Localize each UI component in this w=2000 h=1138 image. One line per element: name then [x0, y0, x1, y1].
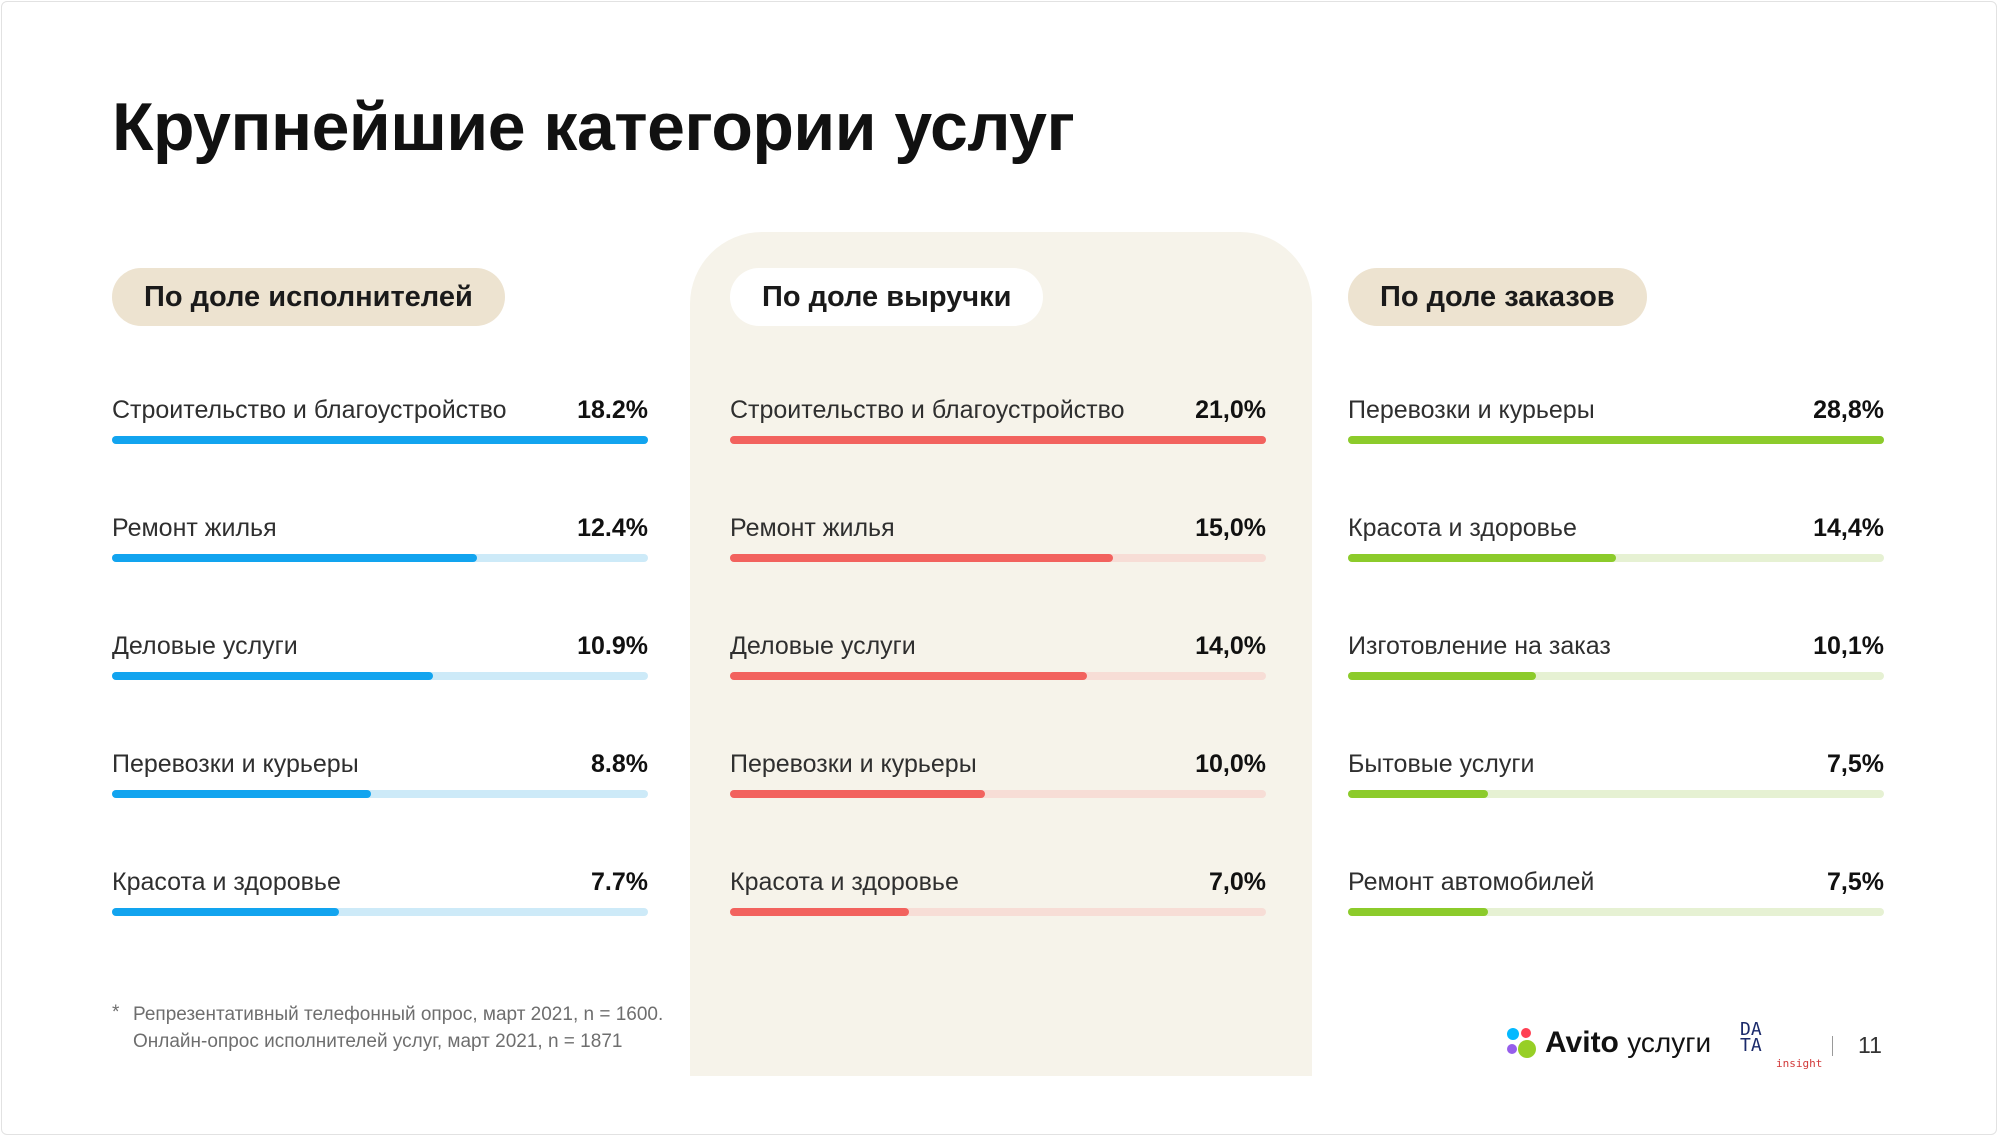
- page-title: Крупнейшие категории услуг: [112, 89, 1075, 165]
- footnote-line-2: Онлайн-опрос исполнителей услуг, март 20…: [133, 1031, 623, 1052]
- bar-row: Ремонт автомобилей 7,5%: [1348, 868, 1884, 928]
- chart-title-performers: По доле исполнителей: [112, 268, 505, 326]
- bar-label: Красота и здоровье: [1348, 514, 1577, 542]
- bar-label: Перевозки и курьеры: [730, 750, 977, 778]
- chart-performers: По доле исполнителей Строительство и бла…: [112, 268, 648, 916]
- bar: [730, 908, 909, 916]
- data-logo-top: DA: [1740, 1019, 1762, 1040]
- bar-track: [1348, 672, 1884, 680]
- bar-row: Красота и здоровье 14,4%: [1348, 514, 1884, 574]
- bar-label: Строительство и благоустройство: [112, 396, 507, 424]
- bar-row: Перевозки и курьеры 28,8%: [1348, 396, 1884, 456]
- bar: [1348, 436, 1884, 444]
- bar-row: Перевозки и курьеры 10,0%: [730, 750, 1266, 810]
- footnote-star: *: [112, 1002, 120, 1023]
- bar-track: [730, 908, 1266, 916]
- bar: [1348, 554, 1616, 562]
- bar-track: [112, 908, 648, 916]
- bar: [112, 554, 477, 562]
- bar: [1348, 790, 1488, 798]
- data-logo-sub: insight: [1776, 1057, 1823, 1070]
- bar-label: Строительство и благоустройство: [730, 396, 1125, 424]
- bar-row: Деловые услуги 10.9%: [112, 632, 648, 692]
- footnote: * Репрезентативный телефонный опрос, мар…: [112, 1001, 663, 1055]
- bar-track: [1348, 554, 1884, 562]
- revenue-highlight-panel: [690, 232, 1312, 1076]
- bar-value-label: 10,0%: [1195, 750, 1266, 778]
- footnote-line-1: Репрезентативный телефонный опрос, март …: [133, 1004, 664, 1025]
- bar-label: Бытовые услуги: [1348, 750, 1535, 778]
- bar-value-label: 10.9%: [577, 632, 648, 660]
- bar-value-label: 14,4%: [1813, 514, 1884, 542]
- bar-value-label: 14,0%: [1195, 632, 1266, 660]
- bar-row: Красота и здоровье 7.7%: [112, 868, 648, 928]
- bar: [112, 436, 648, 444]
- bar: [112, 908, 339, 916]
- bar-label: Перевозки и курьеры: [112, 750, 359, 778]
- bar-value-label: 7,5%: [1827, 868, 1884, 896]
- bar-label: Красота и здоровье: [730, 868, 959, 896]
- bar: [112, 790, 371, 798]
- bar-value-label: 15,0%: [1195, 514, 1266, 542]
- bar: [730, 790, 985, 798]
- bar-label: Ремонт автомобилей: [1348, 868, 1595, 896]
- bar-value-label: 21,0%: [1195, 396, 1266, 424]
- footer: Avito услуги DA TA insight 11: [1500, 1019, 1900, 1071]
- avito-brand-name: Avito: [1545, 1026, 1619, 1059]
- bar-row: Строительство и благоустройство 21,0%: [730, 396, 1266, 456]
- page-number: 11: [1858, 1032, 1882, 1058]
- bar-row: Деловые услуги 14,0%: [730, 632, 1266, 692]
- bar-label: Красота и здоровье: [112, 868, 341, 896]
- bar-value-label: 7,0%: [1209, 868, 1266, 896]
- bar-track: [1348, 790, 1884, 798]
- bar: [1348, 672, 1536, 680]
- bar-track: [730, 790, 1266, 798]
- avito-brand: Avito услуги: [1545, 1026, 1711, 1060]
- bar-row: Строительство и благоустройство 18.2%: [112, 396, 648, 456]
- data-logo-bottom: TA: [1740, 1035, 1762, 1056]
- bar-value-label: 28,8%: [1813, 396, 1884, 424]
- bar-row: Изготовление на заказ 10,1%: [1348, 632, 1884, 692]
- bar-track: [1348, 908, 1884, 916]
- bar-value-label: 8.8%: [591, 750, 648, 778]
- bar-label: Изготовление на заказ: [1348, 632, 1611, 660]
- bar-value-label: 7,5%: [1827, 750, 1884, 778]
- bar-value-label: 10,1%: [1813, 632, 1884, 660]
- bar-value-label: 7.7%: [591, 868, 648, 896]
- bar-value-label: 18.2%: [577, 396, 648, 424]
- bar-row: Красота и здоровье 7,0%: [730, 868, 1266, 928]
- bar-label: Перевозки и курьеры: [1348, 396, 1595, 424]
- bar: [730, 554, 1113, 562]
- chart-orders: По доле заказов Перевозки и курьеры 28,8%…: [1348, 268, 1884, 916]
- bar-label: Ремонт жилья: [112, 514, 277, 542]
- bar-value-label: 12.4%: [577, 514, 648, 542]
- footer-divider: [1832, 1036, 1833, 1056]
- avito-logo-icon: [1507, 1028, 1536, 1058]
- bar-row: Бытовые услуги 7,5%: [1348, 750, 1884, 810]
- bar: [730, 436, 1266, 444]
- chart-revenue: По доле выручки Строительство и благоуст…: [730, 268, 1266, 916]
- bar: [1348, 908, 1488, 916]
- data-insight-logo: DA TA insight: [1740, 1019, 1822, 1071]
- bar: [730, 672, 1087, 680]
- bar-label: Деловые услуги: [112, 632, 298, 660]
- bar-row: Ремонт жилья 15,0%: [730, 514, 1266, 574]
- bar-row: Перевозки и курьеры 8.8%: [112, 750, 648, 810]
- bar-label: Ремонт жилья: [730, 514, 895, 542]
- bar-row: Ремонт жилья 12.4%: [112, 514, 648, 574]
- avito-brand-sub: услуги: [1627, 1027, 1712, 1058]
- chart-title-orders: По доле заказов: [1348, 268, 1647, 326]
- bar-label: Деловые услуги: [730, 632, 916, 660]
- bar: [112, 672, 433, 680]
- chart-title-revenue: По доле выручки: [730, 268, 1044, 326]
- bar-track: [112, 790, 648, 798]
